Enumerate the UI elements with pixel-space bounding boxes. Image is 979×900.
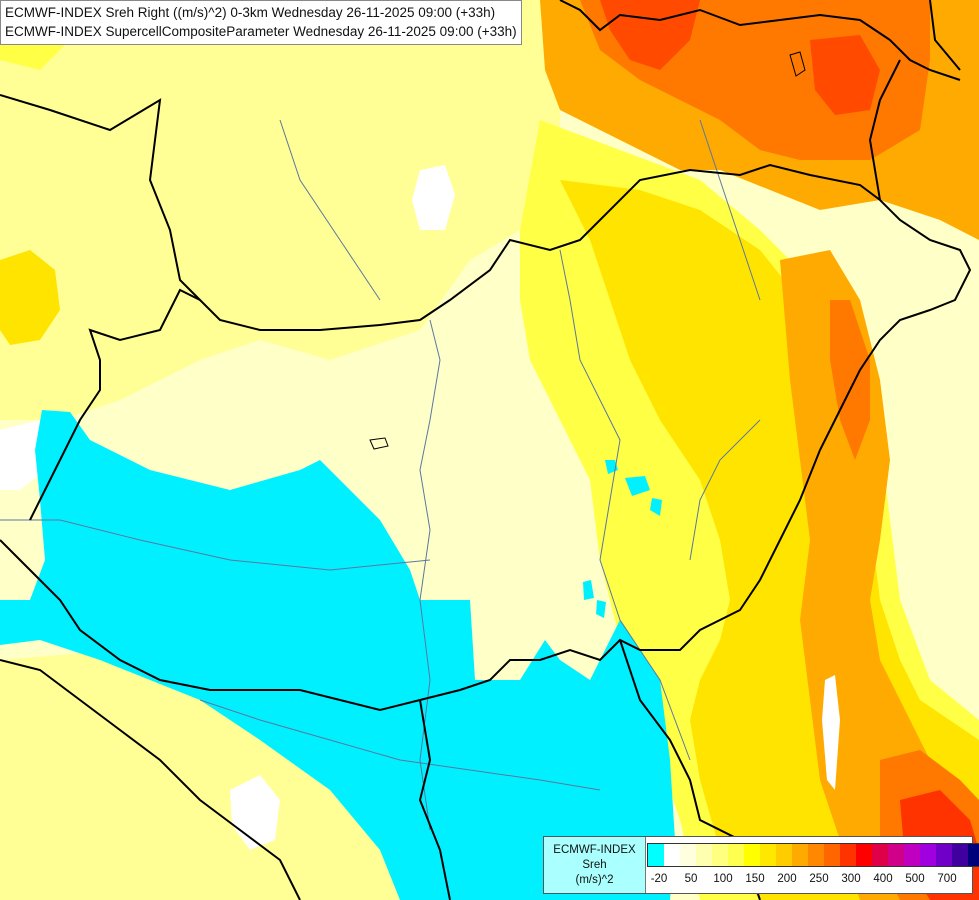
- legend-tick-label: 50: [684, 873, 698, 885]
- header-title-line2: ECMWF-INDEX SupercellCompositeParameter …: [5, 24, 517, 39]
- cyan-negative-area: [0, 410, 675, 900]
- legend-swatch-13: [856, 844, 872, 866]
- light-yellow-area-southwest: [0, 650, 440, 900]
- cyan-area-far-west: [0, 600, 60, 645]
- river-mures: [689, 419, 761, 561]
- legend-tick-label: 400: [873, 873, 893, 885]
- header-box: ECMWF-INDEX Sreh Right ((m/s)^2) 0-3km W…: [0, 0, 522, 45]
- legend-swatch-2: [680, 844, 696, 866]
- dark-orange-patch-east: [830, 300, 870, 460]
- legend-title-line1: ECMWF-INDEX: [553, 844, 636, 856]
- legend-tick-label: 150: [745, 873, 765, 885]
- border-west: [29, 288, 201, 521]
- legend-swatch-19: [952, 844, 968, 866]
- light-yellow-area-north: [0, 0, 560, 420]
- legend-colorbar: [647, 843, 979, 867]
- cyan-dot-3: [650, 498, 662, 516]
- legend-swatch-1: [664, 844, 680, 866]
- legend-swatch-14: [872, 844, 888, 866]
- header-title-line1: ECMWF-INDEX Sreh Right ((m/s)^2) 0-3km W…: [5, 5, 496, 20]
- river-danube: [419, 319, 441, 831]
- cyan-dot-4: [583, 580, 594, 600]
- legend-swatch-16: [904, 844, 920, 866]
- legend-swatch-18: [936, 844, 952, 866]
- legend-title-line2: Sreh: [582, 859, 607, 871]
- legend-tick-label: 200: [777, 873, 797, 885]
- border-northeast-vertical: [868, 59, 901, 201]
- legend-tick-label: 700: [937, 873, 957, 885]
- legend-title: ECMWF-INDEX Sreh (m/s)^2: [544, 837, 646, 893]
- legend-swatch-8: [776, 844, 792, 866]
- cyan-dot-5: [596, 600, 606, 618]
- river-sava: [199, 699, 601, 791]
- legend: ECMWF-INDEX Sreh (m/s)^2 -20 50 100 150 200 2…: [543, 836, 979, 894]
- red-area-north-west: [600, 0, 700, 70]
- legend-swatch-20: [968, 844, 979, 866]
- legend-swatch-12: [840, 844, 856, 866]
- border-main: [0, 94, 972, 712]
- border-south-center: [418, 699, 451, 900]
- legend-swatch-11: [824, 844, 840, 866]
- lake-balaton: [369, 437, 389, 450]
- legend-swatch-0: [648, 844, 664, 866]
- white-patch-west: [0, 420, 45, 490]
- river-drava: [0, 519, 431, 571]
- rivers: [0, 119, 761, 831]
- legend-swatch-3: [696, 844, 712, 866]
- legend-tick-label: 250: [809, 873, 829, 885]
- cyan-dot-2: [625, 476, 650, 496]
- white-patch-north: [412, 165, 455, 230]
- red-area-north-east: [810, 35, 880, 115]
- legend-swatch-15: [888, 844, 904, 866]
- river-morava: [279, 119, 381, 301]
- legend-swatch-6: [744, 844, 760, 866]
- legend-swatch-5: [728, 844, 744, 866]
- lake-north-east: [789, 51, 806, 77]
- border-southwest-coast: [0, 659, 301, 900]
- legend-tick-label: 300: [841, 873, 861, 885]
- legend-swatch-10: [808, 844, 824, 866]
- gold-patch-west: [0, 250, 60, 345]
- border-north: [559, 0, 961, 81]
- border-north-east: [929, 0, 961, 71]
- legend-swatch-17: [920, 844, 936, 866]
- legend-tick-label: -20: [650, 873, 668, 885]
- white-streak-east: [822, 675, 840, 790]
- legend-swatch-4: [712, 844, 728, 866]
- legend-title-line3: (m/s)^2: [575, 874, 614, 886]
- legend-ticks: -20 50 100 150 200 250 300 400 500 700: [647, 873, 972, 891]
- legend-tick-label: 500: [905, 873, 925, 885]
- legend-swatch-9: [792, 844, 808, 866]
- river-north-tributary: [699, 119, 761, 301]
- legend-swatch-7: [760, 844, 776, 866]
- legend-tick-label: 100: [713, 873, 733, 885]
